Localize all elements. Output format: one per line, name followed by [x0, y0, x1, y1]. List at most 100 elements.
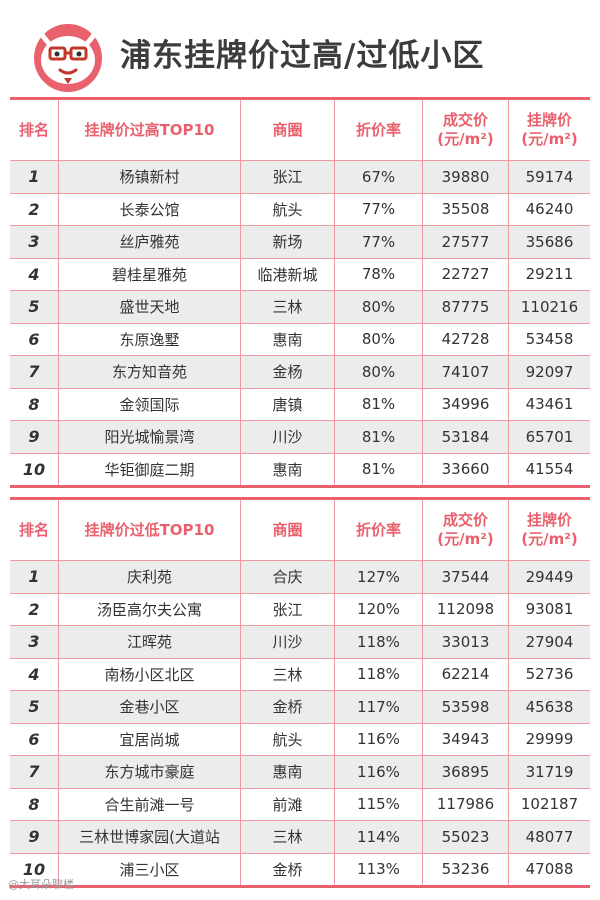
- cell-rank: 7: [28, 362, 40, 382]
- table-row: 1 杨镇新村 张江 67% 39880 59174: [10, 160, 590, 193]
- cell-business-area: 航头: [240, 723, 334, 755]
- cell-discount-rate: 67%: [334, 161, 422, 193]
- header-list-price-line1: 挂牌价: [526, 511, 572, 529]
- cell-community-name: 庆利苑: [58, 561, 240, 593]
- cell-community-name: 长泰公馆: [58, 193, 240, 225]
- cell-rank: 4: [28, 664, 40, 684]
- cell-list-price: 65701: [508, 421, 590, 453]
- cell-discount-rate: 116%: [334, 723, 422, 755]
- cell-discount-rate: 113%: [334, 853, 422, 885]
- cell-community-name: 碧桂星雅苑: [58, 258, 240, 290]
- cell-business-area: 唐镇: [240, 388, 334, 420]
- cell-deal-price: 27577: [422, 226, 508, 258]
- header-deal-price-line1: 成交价: [442, 511, 488, 529]
- cell-rank: 3: [28, 232, 40, 252]
- header-list-price: 挂牌价 (元/m²): [508, 500, 590, 560]
- cell-discount-rate: 114%: [334, 821, 422, 853]
- cell-rank: 2: [28, 199, 40, 219]
- cell-business-area: 金杨: [240, 356, 334, 388]
- cell-discount-rate: 80%: [334, 356, 422, 388]
- table-row: 2 长泰公馆 航头 77% 35508 46240: [10, 192, 590, 225]
- cell-list-price: 102187: [508, 788, 590, 820]
- table-row: 1 庆利苑 合庆 127% 37544 29449: [10, 560, 590, 593]
- watermark: @大耳朵聊楼: [8, 878, 74, 891]
- table-row: 9 三林世博家园(大道站 三林 114% 55023 48077: [10, 820, 590, 853]
- cell-rank: 9: [28, 427, 40, 447]
- cell-deal-price: 53598: [422, 691, 508, 723]
- cell-discount-rate: 80%: [334, 291, 422, 323]
- cell-discount-rate: 77%: [334, 226, 422, 258]
- cell-business-area: 金桥: [240, 853, 334, 885]
- cell-business-area: 临港新城: [240, 258, 334, 290]
- header-rank: 排名: [18, 120, 49, 139]
- header-deal-price-line2: (元/m²): [437, 530, 494, 548]
- cell-rank: 6: [28, 329, 40, 349]
- cell-rank: 10: [22, 459, 46, 479]
- cell-deal-price: 53184: [422, 421, 508, 453]
- cell-deal-price: 55023: [422, 821, 508, 853]
- cell-deal-price: 87775: [422, 291, 508, 323]
- cell-business-area: 惠南: [240, 756, 334, 788]
- cartoon-rabbit-logo-icon: [34, 24, 102, 92]
- page-title: 浦东挂牌价过高/过低小区: [120, 38, 485, 74]
- cell-list-price: 47088: [508, 853, 590, 885]
- cell-community-name: 南杨小区北区: [58, 658, 240, 690]
- cell-business-area: 三林: [240, 821, 334, 853]
- cell-deal-price: 62214: [422, 658, 508, 690]
- cell-business-area: 合庆: [240, 561, 334, 593]
- cell-discount-rate: 81%: [334, 388, 422, 420]
- cell-community-name: 合生前滩一号: [58, 788, 240, 820]
- cell-business-area: 前滩: [240, 788, 334, 820]
- cell-community-name: 金巷小区: [58, 691, 240, 723]
- cell-rank: 8: [28, 794, 40, 814]
- header-deal-price: 成交价 (元/m²): [422, 100, 508, 160]
- cell-rank: 9: [28, 827, 40, 847]
- cell-discount-rate: 118%: [334, 658, 422, 690]
- cell-discount-rate: 78%: [334, 258, 422, 290]
- cell-deal-price: 112098: [422, 593, 508, 625]
- table-row: 4 南杨小区北区 三林 118% 62214 52736: [10, 657, 590, 690]
- cell-rank: 6: [28, 729, 40, 749]
- cell-deal-price: 33013: [422, 626, 508, 658]
- underpriced-table-body: 1 庆利苑 合庆 127% 37544 29449 2 汤臣高尔夫公寓 张江 120% 112098…: [10, 560, 590, 885]
- cell-list-price: 45638: [508, 691, 590, 723]
- cell-rank: 1: [28, 167, 40, 187]
- cell-community-name: 浦三小区: [58, 853, 240, 885]
- cell-rank: 7: [28, 762, 40, 782]
- cell-deal-price: 39880: [422, 161, 508, 193]
- cell-community-name: 东方知音苑: [58, 356, 240, 388]
- cell-discount-rate: 81%: [334, 453, 422, 485]
- header-deal-price-line2: (元/m²): [437, 130, 494, 148]
- cell-rank: 4: [28, 264, 40, 284]
- cell-business-area: 惠南: [240, 453, 334, 485]
- cell-community-name: 丝庐雅苑: [58, 226, 240, 258]
- cell-list-price: 29449: [508, 561, 590, 593]
- cell-community-name: 东方城市豪庭: [58, 756, 240, 788]
- cell-community-name: 阳光城愉景湾: [58, 421, 240, 453]
- cell-community-name: 杨镇新村: [58, 161, 240, 193]
- cell-business-area: 川沙: [240, 626, 334, 658]
- header-area: 商圈: [240, 100, 334, 160]
- cell-rank: 5: [28, 697, 40, 717]
- cell-list-price: 53458: [508, 323, 590, 355]
- cell-community-name: 宜居尚城: [58, 723, 240, 755]
- cell-rank: 5: [28, 297, 40, 317]
- table-row: 7 东方知音苑 金杨 80% 74107 92097: [10, 355, 590, 388]
- cell-list-price: 35686: [508, 226, 590, 258]
- overpriced-table-body: 1 杨镇新村 张江 67% 39880 59174 2 长泰公馆 航头 77% 35508 46240…: [10, 160, 590, 485]
- table-row: 8 合生前滩一号 前滩 115% 117986 102187: [10, 787, 590, 820]
- table-row: 6 宜居尚城 航头 116% 34943 29999: [10, 722, 590, 755]
- cell-deal-price: 34996: [422, 388, 508, 420]
- cell-discount-rate: 81%: [334, 421, 422, 453]
- cell-community-name: 金领国际: [58, 388, 240, 420]
- cell-list-price: 48077: [508, 821, 590, 853]
- cell-rank: 1: [28, 567, 40, 587]
- underpriced-table: 排名 挂牌价过低TOP10 商圈 折价率 成交价 (元/m²) 挂牌价 (元/m…: [10, 497, 590, 888]
- cell-list-price: 110216: [508, 291, 590, 323]
- cell-rank: 2: [28, 599, 40, 619]
- cell-business-area: 张江: [240, 593, 334, 625]
- cell-discount-rate: 118%: [334, 626, 422, 658]
- table-header-row: 排名 挂牌价过高TOP10 商圈 折价率 成交价 (元/m²) 挂牌价 (元/m…: [10, 100, 590, 160]
- cell-business-area: 金桥: [240, 691, 334, 723]
- table-row: 5 金巷小区 金桥 117% 53598 45638: [10, 690, 590, 723]
